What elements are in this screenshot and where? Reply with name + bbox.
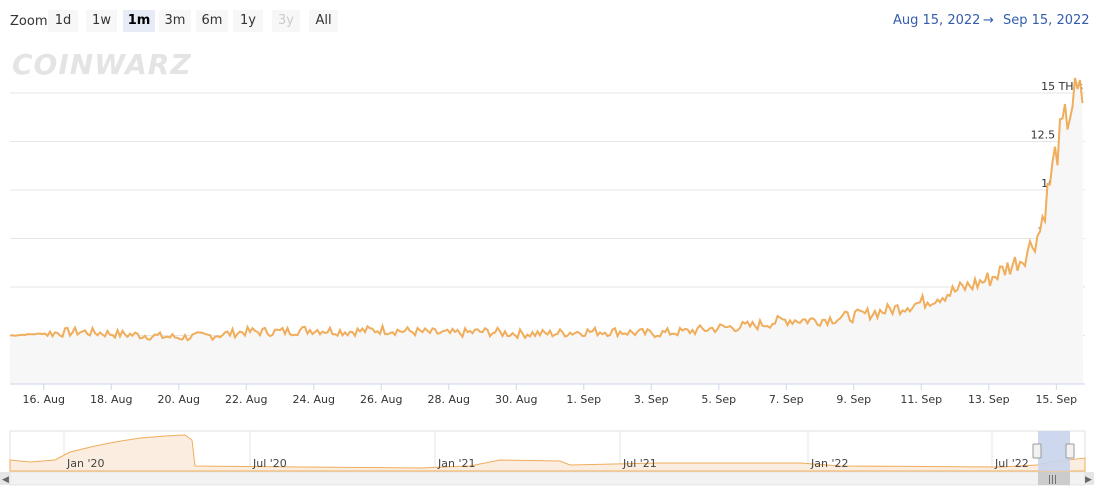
zoom-button-1y[interactable]: 1y [233, 10, 263, 32]
navigator-date-label: Jan '20 [66, 457, 104, 470]
navigator-selected-range[interactable] [1038, 431, 1070, 471]
range-selector-toolbar: Zoom 1d 1w 1m 3m 6m 1y 3y All Aug 15, 2022 → Se… [0, 0, 1094, 44]
range-to[interactable]: Sep 15, 2022 [1003, 13, 1090, 28]
x-tick-label: 13. Sep [968, 393, 1010, 406]
x-tick-label: 28. Aug [428, 393, 470, 406]
navigator[interactable]: Jan '20 Jul '20 Jan '21 Jul '21 Jan '22 Jul '… [9, 430, 1086, 472]
x-axis-labels: 16. Aug 18. Aug 20. Aug 22. Aug 24. Aug 26. A… [23, 384, 1077, 406]
chevron-left-icon: ◀ [2, 475, 9, 485]
zoom-button-3y: 3y [272, 10, 300, 32]
navigator-date-label: Jan '22 [810, 457, 848, 470]
scroll-right-button[interactable] [1084, 472, 1094, 485]
series-area [10, 78, 1083, 384]
x-tick-label: 1. Sep [566, 393, 601, 406]
range-arrow: → [983, 13, 994, 28]
y-tick-label: 15 TH/s [1041, 80, 1083, 93]
x-tick-label: 20. Aug [158, 393, 200, 406]
scrollbar-track[interactable] [9, 471, 1086, 486]
zoom-label: Zoom [10, 14, 48, 29]
navigator-date-label: Jul '20 [252, 457, 287, 470]
x-tick-label: 18. Aug [90, 393, 132, 406]
navigator-left-handle[interactable] [1032, 443, 1042, 459]
x-tick-label: 22. Aug [225, 393, 267, 406]
x-tick-label: 24. Aug [293, 393, 335, 406]
x-tick-label: 9. Sep [836, 393, 871, 406]
x-tick-label: 15. Sep [1035, 393, 1077, 406]
zoom-button-1w[interactable]: 1w [86, 10, 117, 32]
zoom-button-6m[interactable]: 6m [196, 10, 228, 32]
navigator-date-label: Jul '22 [994, 457, 1029, 470]
x-tick-label: 16. Aug [23, 393, 65, 406]
chevron-right-icon: ▶ [1085, 475, 1092, 485]
grip-icon: ||| [1048, 475, 1057, 485]
watermark-logo: COINWARZ [12, 48, 192, 81]
navigator-labels: Jan '20 Jul '20 Jan '21 Jul '21 Jan '22 Jul '… [66, 457, 1029, 470]
zoom-button-all[interactable]: All [309, 10, 338, 32]
navigator-right-handle[interactable] [1065, 443, 1075, 459]
scrollbar-thumb[interactable] [1038, 472, 1070, 485]
navigator-scrollbar[interactable]: ◀ ||| ▶ [0, 471, 1094, 486]
x-tick-label: 3. Sep [634, 393, 669, 406]
x-tick-label: 26. Aug [360, 393, 402, 406]
x-tick-label: 7. Sep [769, 393, 804, 406]
x-tick-label: 30. Aug [495, 393, 537, 406]
scroll-left-button[interactable] [0, 472, 10, 485]
x-tick-label: 11. Sep [900, 393, 942, 406]
zoom-button-1m[interactable]: 1m [123, 10, 155, 32]
range-from[interactable]: Aug 15, 2022 [893, 13, 981, 28]
zoom-button-1d[interactable]: 1d [48, 10, 78, 32]
zoom-button-3m[interactable]: 3m [159, 10, 191, 32]
hashrate-series-line [9, 77, 1084, 342]
navigator-date-label: Jan '21 [437, 457, 475, 470]
navigator-date-label: Jul '21 [622, 457, 657, 470]
x-tick-label: 5. Sep [701, 393, 736, 406]
